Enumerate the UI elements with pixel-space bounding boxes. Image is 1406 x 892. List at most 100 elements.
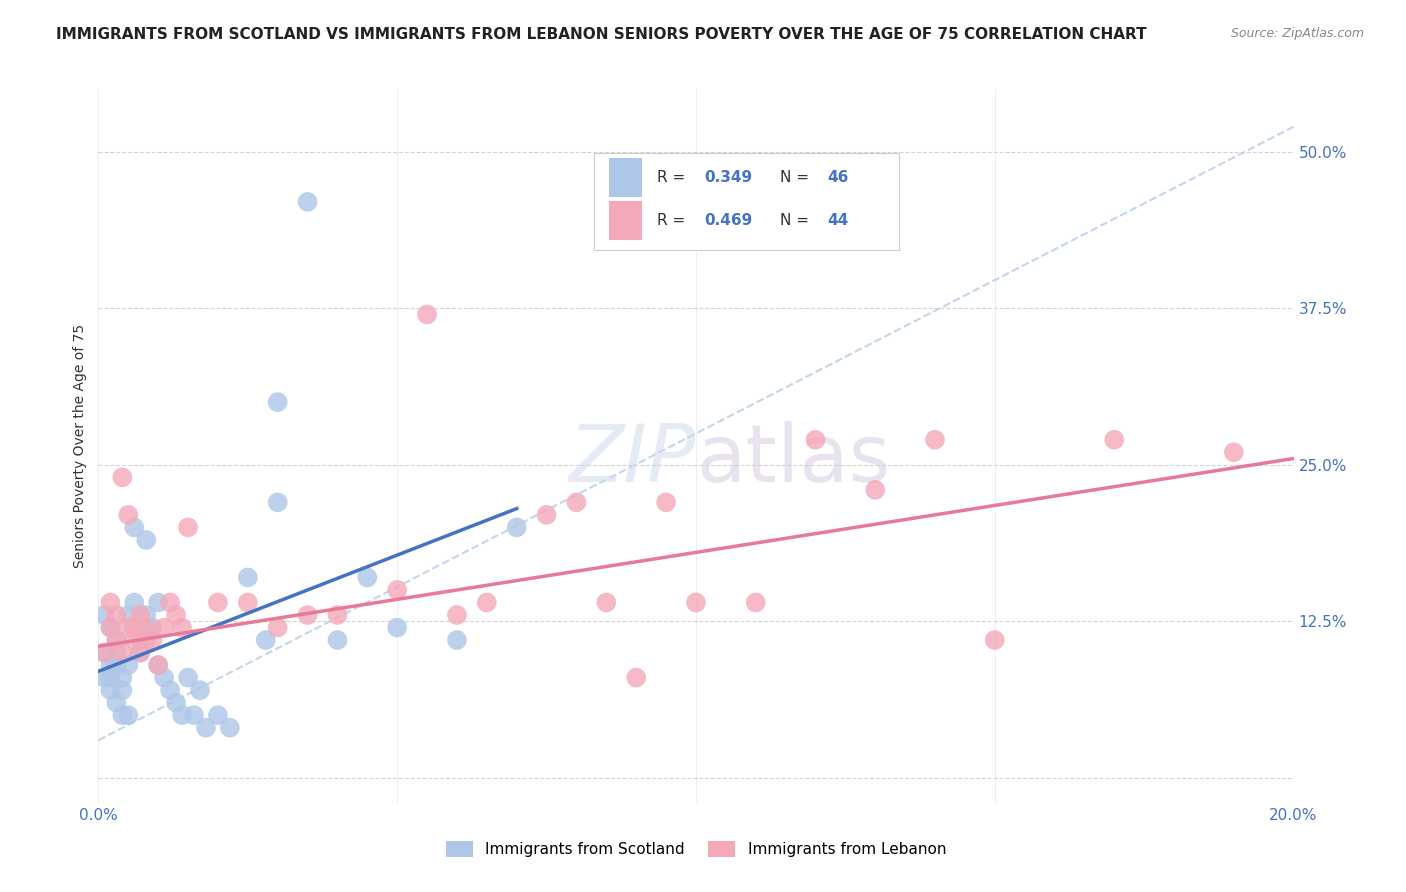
Point [117,658,139,673]
Point [129,646,152,660]
Point [506,520,529,534]
Point [475,595,498,609]
Point [356,570,378,584]
Point [188,683,211,698]
Point [98,621,122,635]
Point [141,633,163,648]
Point [105,696,128,710]
Point [1104,433,1126,447]
Point [1223,445,1246,459]
Point [254,633,277,648]
Point [326,633,349,648]
Point [124,520,146,534]
Y-axis label: Seniors Poverty Over the Age of 75: Seniors Poverty Over the Age of 75 [73,324,87,568]
Text: 0.349: 0.349 [704,169,752,185]
Point [98,621,122,635]
Point [745,595,768,609]
Text: ZIP: ZIP [568,421,696,500]
Point [93,646,115,660]
Point [565,495,588,509]
Point [111,470,134,484]
Point [267,395,290,409]
Point [267,621,290,635]
Text: R =: R = [657,213,690,228]
Point [165,696,187,710]
Point [385,621,409,635]
Point [105,658,128,673]
Point [124,621,146,635]
Point [105,633,128,648]
Point [207,595,229,609]
Point [117,708,139,723]
Text: atlas: atlas [696,421,890,500]
Point [297,194,319,209]
Point [172,621,194,635]
Point [117,508,139,522]
Legend: Immigrants from Scotland, Immigrants from Lebanon: Immigrants from Scotland, Immigrants fro… [440,835,952,863]
Point [267,495,290,509]
Point [865,483,887,497]
FancyBboxPatch shape [595,153,900,250]
Point [111,683,134,698]
Point [93,646,115,660]
Point [159,595,181,609]
Text: 0.469: 0.469 [704,213,752,228]
Point [536,508,558,522]
Point [804,433,827,447]
Point [159,683,181,698]
Point [416,308,439,322]
Point [129,607,152,622]
Point [141,621,163,635]
Point [148,658,170,673]
Point [446,607,468,622]
Point [172,708,194,723]
Point [685,595,707,609]
Point [135,607,157,622]
Point [153,671,176,685]
Point [297,607,319,622]
Point [105,633,128,648]
Point [129,633,152,648]
Point [177,671,200,685]
Point [93,671,115,685]
Point [183,708,205,723]
Text: R =: R = [657,169,690,185]
Point [655,495,678,509]
Text: N =: N = [780,169,814,185]
Point [924,433,946,447]
Text: Source: ZipAtlas.com: Source: ZipAtlas.com [1230,27,1364,40]
Point [124,595,146,609]
FancyBboxPatch shape [609,201,643,240]
Point [326,607,349,622]
Point [595,595,617,609]
Point [117,621,139,635]
Point [111,671,134,685]
Point [446,633,468,648]
Point [105,646,128,660]
Point [124,633,146,648]
Text: N =: N = [780,213,814,228]
Point [117,607,139,622]
Point [148,595,170,609]
Point [984,633,1007,648]
Point [98,671,122,685]
Point [236,595,259,609]
Point [98,683,122,698]
Point [626,671,648,685]
Point [219,721,242,735]
Point [98,595,122,609]
Point [105,607,128,622]
Point [148,658,170,673]
Point [135,533,157,547]
Point [98,658,122,673]
Point [153,621,176,635]
FancyBboxPatch shape [609,158,643,197]
Point [207,708,229,723]
Point [111,646,134,660]
Point [111,708,134,723]
Point [93,607,115,622]
Point [195,721,218,735]
Text: 44: 44 [827,213,849,228]
Point [129,646,152,660]
Point [135,621,157,635]
